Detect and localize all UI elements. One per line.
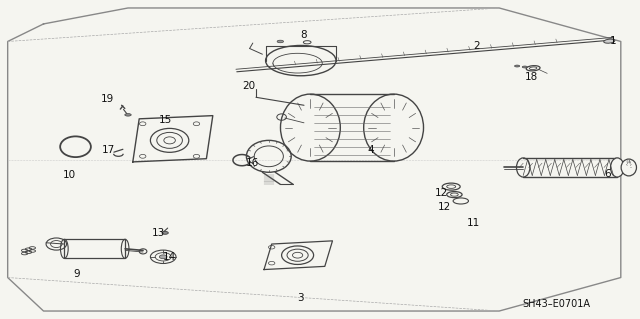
Text: 3: 3 — [298, 293, 304, 303]
Ellipse shape — [621, 159, 636, 176]
Bar — [64, 239, 125, 258]
Text: 6: 6 — [605, 169, 611, 179]
Ellipse shape — [611, 158, 624, 177]
Ellipse shape — [162, 232, 168, 234]
Text: 9: 9 — [74, 269, 80, 279]
Text: 16: 16 — [246, 158, 259, 168]
Text: 14: 14 — [163, 252, 176, 262]
Text: 13: 13 — [152, 228, 165, 238]
Text: 18: 18 — [525, 71, 538, 82]
Text: 20: 20 — [242, 81, 255, 91]
Text: 1: 1 — [610, 36, 616, 47]
Ellipse shape — [522, 66, 527, 68]
Text: 10: 10 — [63, 170, 76, 181]
Text: 4: 4 — [368, 145, 374, 155]
Ellipse shape — [277, 40, 284, 43]
Text: SH43–E0701A: SH43–E0701A — [523, 299, 591, 309]
Text: 19: 19 — [101, 94, 114, 104]
Ellipse shape — [604, 39, 615, 43]
Text: 8: 8 — [301, 30, 307, 40]
Text: 15: 15 — [159, 115, 172, 125]
Text: 12: 12 — [438, 202, 451, 212]
Ellipse shape — [515, 65, 520, 67]
Text: 11: 11 — [467, 218, 480, 228]
Ellipse shape — [125, 114, 131, 116]
Text: 12: 12 — [435, 188, 448, 198]
Text: 2: 2 — [474, 41, 480, 51]
Ellipse shape — [159, 255, 167, 259]
Text: 17: 17 — [102, 145, 115, 155]
